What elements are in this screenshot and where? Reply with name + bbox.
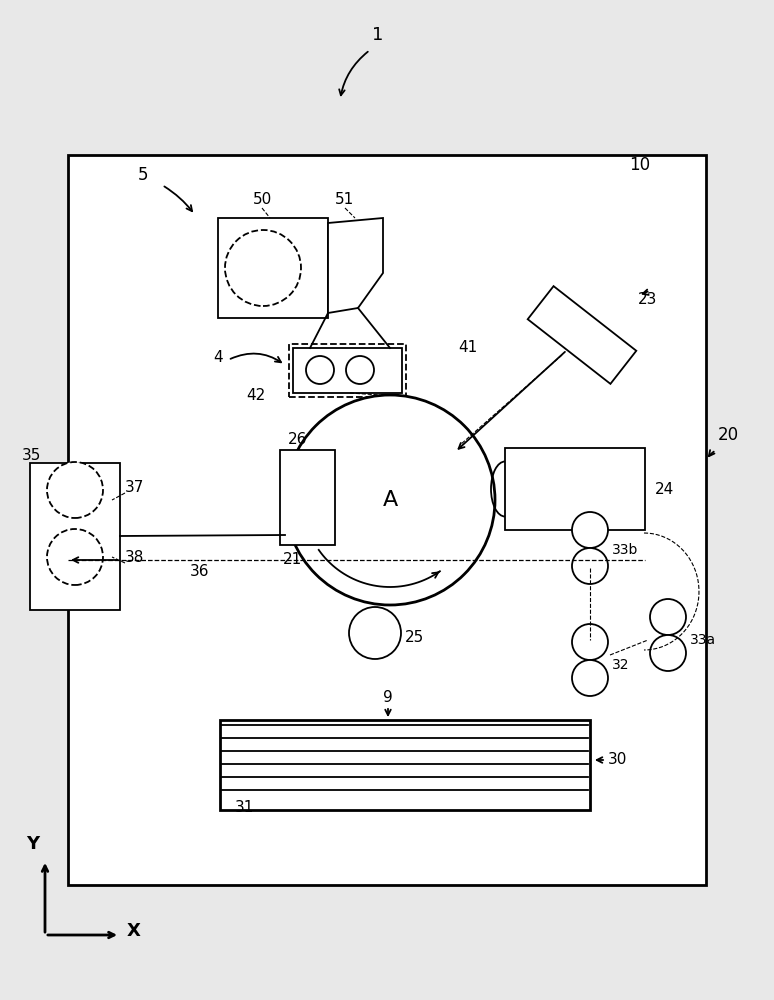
Bar [220, 720, 590, 810]
Text: 41: 41 [458, 340, 478, 356]
Text: 33a: 33a [690, 633, 716, 647]
Circle shape [572, 624, 608, 660]
Text: 38: 38 [125, 550, 145, 566]
Text: 35: 35 [22, 448, 41, 462]
Text: 42: 42 [246, 387, 265, 402]
Bar [289, 344, 406, 397]
Text: 20: 20 [718, 426, 739, 444]
Bar [293, 348, 402, 393]
Text: 10: 10 [629, 156, 651, 174]
Text: 50: 50 [252, 192, 272, 208]
Circle shape [650, 635, 686, 671]
Text: 4: 4 [213, 351, 223, 365]
Circle shape [572, 512, 608, 548]
Bar [218, 218, 328, 318]
Text: 26: 26 [288, 432, 307, 448]
Circle shape [349, 607, 401, 659]
Circle shape [346, 356, 374, 384]
Text: 25: 25 [405, 631, 424, 646]
Text: 37: 37 [125, 481, 145, 495]
Circle shape [572, 660, 608, 696]
Text: Y: Y [26, 835, 39, 853]
Text: 21: 21 [283, 552, 302, 568]
Polygon shape [328, 218, 383, 313]
Circle shape [306, 356, 334, 384]
Text: 36: 36 [190, 564, 210, 580]
Text: 23: 23 [638, 292, 657, 308]
Bar [30, 463, 120, 610]
Circle shape [285, 395, 495, 605]
Text: 30: 30 [608, 752, 628, 768]
Text: 33b: 33b [612, 543, 639, 557]
Polygon shape [528, 286, 636, 384]
Text: X: X [127, 922, 141, 940]
Text: 32: 32 [612, 658, 629, 672]
Bar [505, 448, 645, 530]
Circle shape [225, 230, 301, 306]
Circle shape [650, 599, 686, 635]
Circle shape [572, 548, 608, 584]
Text: 5: 5 [138, 166, 149, 184]
Text: A: A [382, 490, 398, 510]
Text: 9: 9 [383, 690, 393, 706]
Bar [68, 155, 706, 885]
Bar [280, 450, 335, 545]
Circle shape [47, 529, 103, 585]
Text: 24: 24 [655, 483, 674, 497]
Text: 51: 51 [335, 192, 354, 208]
Circle shape [47, 462, 103, 518]
Text: 1: 1 [372, 26, 384, 44]
Text: 31: 31 [235, 800, 255, 816]
